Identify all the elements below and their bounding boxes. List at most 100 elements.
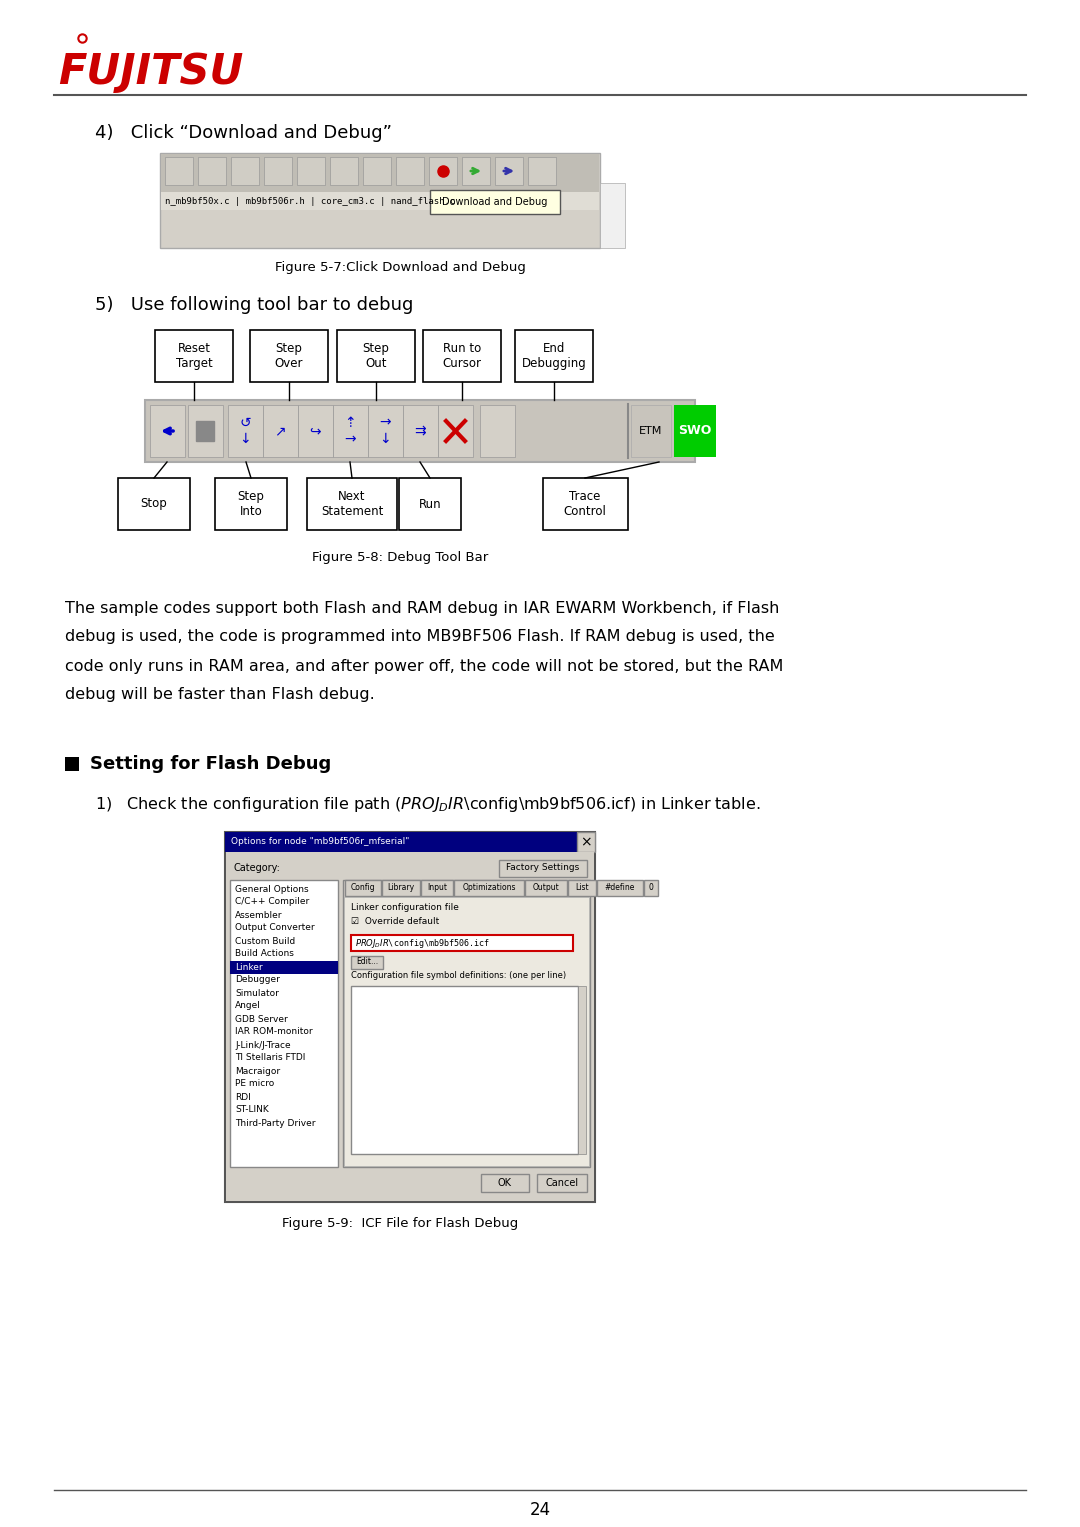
- Text: Simulator: Simulator: [235, 988, 279, 997]
- Bar: [363, 157, 391, 185]
- Bar: [249, 330, 328, 382]
- Bar: [264, 405, 298, 457]
- Bar: [403, 405, 438, 457]
- Text: ⇉: ⇉: [415, 425, 426, 438]
- Text: Macraigor: Macraigor: [235, 1066, 280, 1075]
- Bar: [644, 880, 658, 896]
- Text: Custom Build: Custom Build: [235, 936, 295, 945]
- Bar: [150, 405, 185, 457]
- Bar: [145, 400, 696, 463]
- Text: TI Stellaris FTDI: TI Stellaris FTDI: [235, 1054, 306, 1063]
- Bar: [333, 405, 368, 457]
- Text: Next
Statement: Next Statement: [321, 490, 383, 518]
- Bar: [228, 405, 264, 457]
- Text: Debugger: Debugger: [235, 976, 280, 985]
- Text: n_mb9bf50x.c | mb9bf506r.h | core_cm3.c | nand_flash.c: n_mb9bf50x.c | mb9bf506r.h | core_cm3.c …: [165, 197, 456, 206]
- Text: debug will be faster than Flash debug.: debug will be faster than Flash debug.: [65, 687, 375, 702]
- Bar: [568, 880, 596, 896]
- Bar: [454, 880, 524, 896]
- Text: Figure 5-7:Click Download and Debug: Figure 5-7:Click Download and Debug: [274, 261, 526, 275]
- Text: Output: Output: [532, 884, 559, 892]
- Bar: [543, 478, 627, 530]
- Bar: [65, 757, 79, 771]
- Bar: [525, 880, 567, 896]
- Bar: [631, 405, 671, 457]
- Text: debug is used, the code is programmed into MB9BF506 Flash. If RAM debug is used,: debug is used, the code is programmed in…: [65, 629, 774, 644]
- Text: code only runs in RAM area, and after power off, the code will not be stored, bu: code only runs in RAM area, and after po…: [65, 658, 783, 673]
- Text: Options for node "mb9bf506r_mfserial": Options for node "mb9bf506r_mfserial": [231, 837, 409, 846]
- Bar: [421, 880, 453, 896]
- Bar: [118, 478, 190, 530]
- Text: 4)   Click “Download and Debug”: 4) Click “Download and Debug”: [95, 124, 392, 142]
- Bar: [298, 405, 333, 457]
- Text: Setting for Flash Debug: Setting for Flash Debug: [90, 754, 332, 773]
- Text: $PROJ_DIR$\config\mb9bf506.icf: $PROJ_DIR$\config\mb9bf506.icf: [355, 936, 490, 950]
- Text: Step
Out: Step Out: [363, 342, 390, 370]
- Bar: [161, 154, 599, 192]
- Text: FUJITSU: FUJITSU: [58, 50, 243, 93]
- Bar: [480, 405, 515, 457]
- Bar: [368, 405, 403, 457]
- Text: ⇡
→: ⇡ →: [345, 415, 355, 446]
- Bar: [215, 478, 287, 530]
- Bar: [537, 1174, 588, 1193]
- Text: General Options: General Options: [235, 884, 309, 893]
- Text: ×: ×: [580, 835, 592, 849]
- Bar: [188, 405, 222, 457]
- Text: Figure 5-9:  ICF File for Flash Debug: Figure 5-9: ICF File for Flash Debug: [282, 1217, 518, 1231]
- Bar: [597, 880, 643, 896]
- Bar: [674, 405, 716, 457]
- Text: Configuration file symbol definitions: (one per line): Configuration file symbol definitions: (…: [351, 971, 566, 980]
- Bar: [438, 405, 473, 457]
- Text: J-Link/J-Trace: J-Link/J-Trace: [235, 1040, 291, 1049]
- Bar: [578, 986, 586, 1154]
- Bar: [528, 157, 556, 185]
- Text: Run to
Cursor: Run to Cursor: [443, 342, 482, 370]
- Text: Factory Settings: Factory Settings: [507, 863, 580, 872]
- Text: OK: OK: [498, 1177, 512, 1188]
- Text: Output Converter: Output Converter: [235, 924, 314, 933]
- Bar: [165, 157, 193, 185]
- Text: Config: Config: [351, 884, 376, 892]
- Bar: [382, 880, 420, 896]
- Text: Run: Run: [419, 498, 442, 510]
- Text: ETM: ETM: [639, 426, 663, 437]
- Bar: [462, 157, 490, 185]
- Bar: [198, 157, 226, 185]
- Text: SWO: SWO: [678, 425, 712, 438]
- Text: Optimizations: Optimizations: [462, 884, 516, 892]
- Text: End
Debugging: End Debugging: [522, 342, 586, 370]
- Bar: [399, 478, 461, 530]
- Bar: [161, 192, 599, 211]
- Text: C/C++ Compiler: C/C++ Compiler: [235, 898, 309, 907]
- Bar: [423, 330, 501, 382]
- Text: Assembler: Assembler: [235, 910, 283, 919]
- Text: Step
Into: Step Into: [238, 490, 265, 518]
- Text: →
↓: → ↓: [379, 415, 391, 446]
- Bar: [230, 960, 338, 974]
- Bar: [600, 183, 625, 247]
- Bar: [226, 852, 594, 1202]
- Text: ST-LINK: ST-LINK: [235, 1106, 269, 1115]
- Text: ↺
↓: ↺ ↓: [239, 415, 251, 446]
- Bar: [351, 935, 573, 951]
- Text: 0: 0: [649, 884, 653, 892]
- Text: Download and Debug: Download and Debug: [443, 197, 548, 208]
- Text: List: List: [576, 884, 589, 892]
- Text: Cancel: Cancel: [545, 1177, 579, 1188]
- Bar: [515, 330, 593, 382]
- Text: ☑  Override default: ☑ Override default: [351, 916, 440, 925]
- Text: RDI: RDI: [235, 1092, 251, 1101]
- Text: Category:: Category:: [233, 863, 280, 873]
- Text: Angel: Angel: [235, 1002, 261, 1011]
- Text: 24: 24: [529, 1501, 551, 1519]
- Text: PE micro: PE micro: [235, 1080, 274, 1089]
- Text: Edit...: Edit...: [356, 957, 378, 967]
- Bar: [345, 880, 381, 896]
- Bar: [499, 860, 588, 876]
- Bar: [330, 157, 357, 185]
- Text: Input: Input: [427, 884, 447, 892]
- Text: Linker configuration file: Linker configuration file: [351, 902, 459, 912]
- Bar: [351, 956, 383, 970]
- Text: Third-Party Driver: Third-Party Driver: [235, 1118, 315, 1127]
